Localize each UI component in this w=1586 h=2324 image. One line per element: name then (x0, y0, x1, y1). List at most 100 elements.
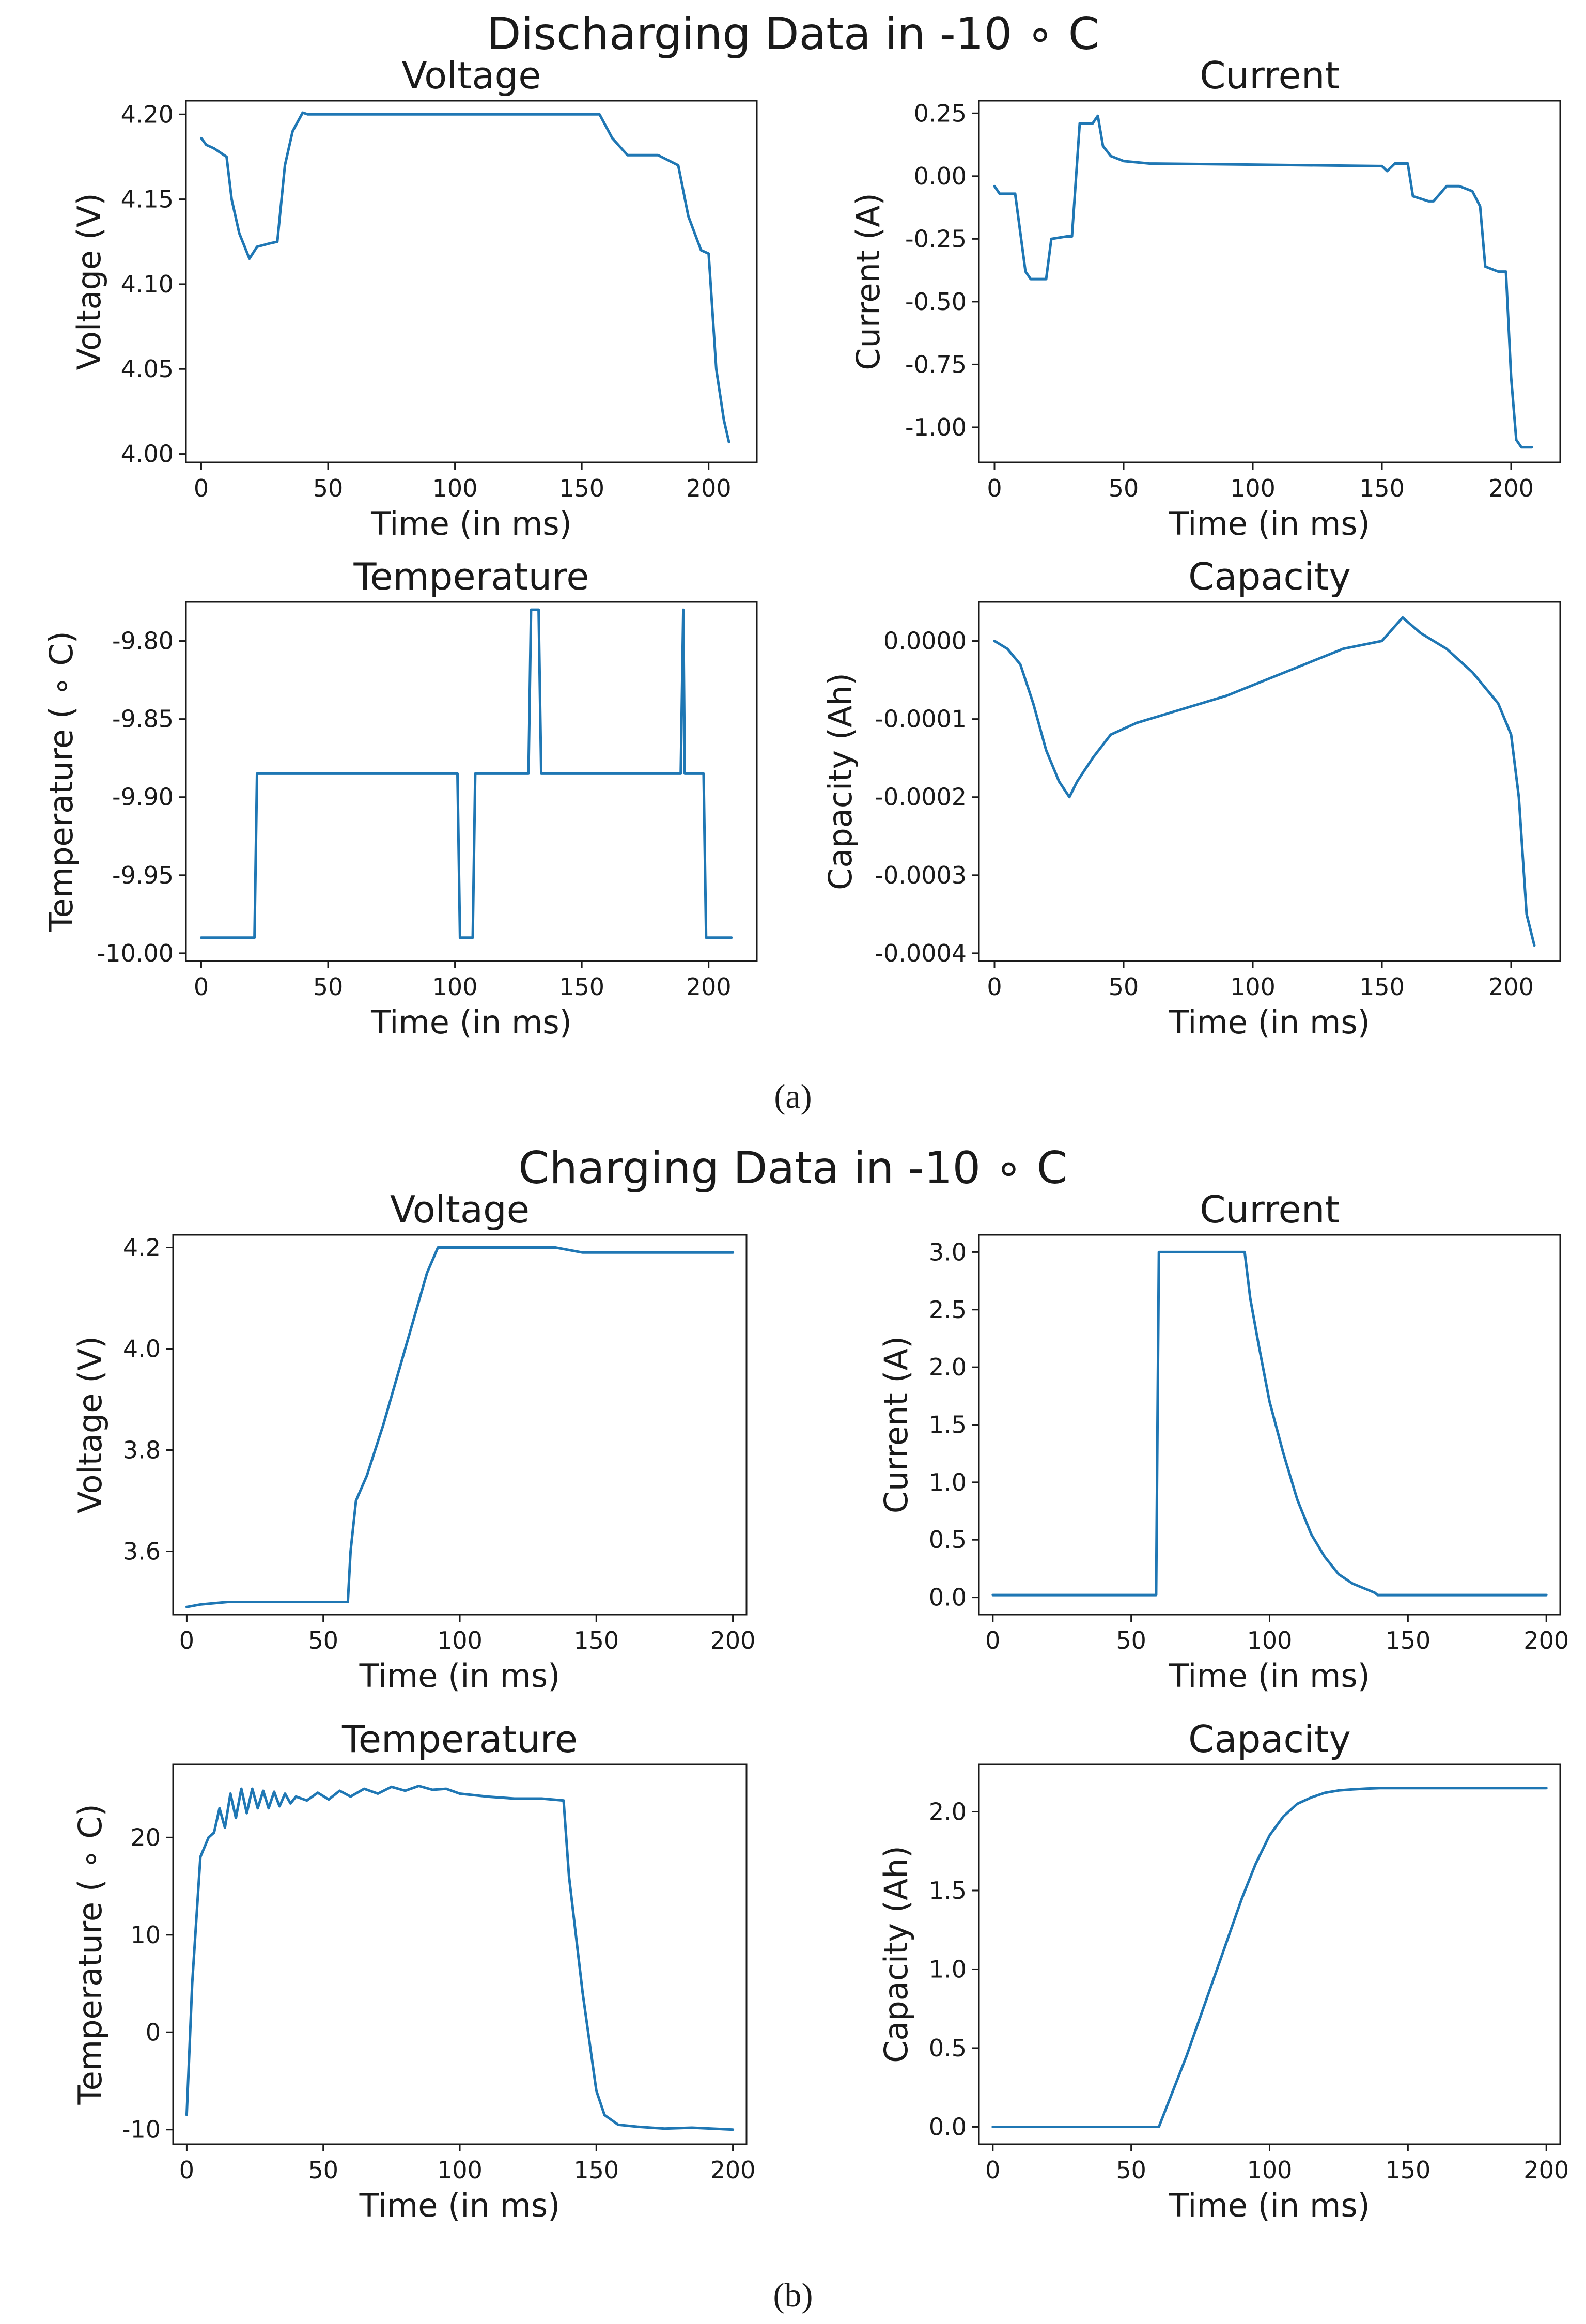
panel-b-current-plot-frame (978, 1234, 1561, 1616)
panel-b-voltage-xtick-label: 200 (710, 1626, 756, 1654)
panel-a-temperature-xtick-label: 150 (559, 973, 604, 1001)
panel-a-temperature-plot-frame (185, 601, 758, 962)
panel-b-current-xtick-label: 50 (1116, 1626, 1146, 1654)
panel-b-voltage-chart: Voltage 0 50 100 150 200 3.6 3.8 4.0 4.2 Time (in … (71, 1188, 755, 1695)
panel-a-voltage-xtick-label: 50 (313, 474, 344, 502)
panel-b-temperature-title: Temperature (341, 1717, 578, 1761)
panel-b-current-ytick-label: 3.0 (929, 1238, 967, 1266)
panel-b-current-ytick-label: 2.0 (929, 1353, 967, 1381)
panel-b-temperature-xtick-label: 100 (437, 2156, 483, 2184)
panel-a-voltage-xtick-label: 200 (686, 474, 732, 502)
panel-a-voltage-title: Voltage (401, 54, 541, 97)
panel-a-current-xtick-label: 0 (987, 474, 1002, 502)
panel-a-current-ytick-label: -0.25 (905, 225, 967, 253)
panel-b-voltage-ytick-label: 3.8 (123, 1436, 161, 1464)
panel-b-voltage-ytick-label: 4.0 (123, 1335, 161, 1363)
panel-b-voltage-ytick-label: 3.6 (123, 1538, 161, 1566)
panel-a-capacity-xtick-label: 200 (1488, 973, 1534, 1001)
panel-b-voltage-xtick-label: 50 (308, 1626, 338, 1654)
panel-a-voltage-ylabel: Voltage (V) (70, 193, 108, 370)
panel-a-capacity-ytick-label: -0.0002 (875, 783, 967, 811)
panel-a-current-xtick-label: 200 (1488, 474, 1534, 502)
panel-b-capacity-title: Capacity (1188, 1717, 1351, 1761)
panel-a-temperature-ytick-label: -9.85 (112, 705, 174, 733)
panel-b-temperature-chart: Temperature 0 50 100 150 200 -10 0 10 20 Time (in … (71, 1717, 755, 2224)
panel-b-capacity-xtick-label: 50 (1116, 2156, 1146, 2184)
panel-a-current-title: Current (1200, 54, 1339, 97)
panel-a-current-ytick-label: -0.75 (905, 350, 967, 378)
panel-a-voltage-series-line (200, 111, 730, 444)
panel-a-current-series-line (993, 114, 1533, 449)
panel-b-temperature-ytick-label: 10 (130, 1921, 161, 1949)
panel-b-capacity-ytick-label: 0.0 (929, 2113, 967, 2141)
panel-a-current-chart: Current 0 50 100 150 200 -1.00 -0.75 -0.50 -0.25 0… (849, 54, 1561, 543)
panel-b-capacity-ytick-label: 1.5 (929, 1877, 967, 1904)
panel-a-capacity-plot-frame (978, 601, 1561, 962)
panel-a-voltage-chart: Voltage 0 50 100 150 200 4.00 4.05 4.10 4.15 4.20 T… (70, 54, 758, 543)
panel-a-current-xtick-label: 100 (1230, 474, 1276, 502)
panel-b-temperature-xtick-label: 200 (710, 2156, 756, 2184)
panel-a-voltage-xlabel: Time (in ms) (370, 505, 572, 543)
panel-a-voltage-xtick-label: 150 (559, 474, 604, 502)
panel-a-capacity-ytick-label: -0.0003 (875, 861, 967, 889)
panel-a-capacity-xtick-label: 0 (987, 973, 1002, 1001)
panel-b-voltage-xtick-label: 0 (179, 1626, 194, 1654)
panel-b-capacity-xtick-label: 100 (1247, 2156, 1293, 2184)
panel-a-capacity-ytick-label: -0.0004 (875, 939, 967, 967)
panel-b-temperature-ytick-label: 0 (146, 2018, 161, 2046)
panel-a-voltage-xtick-label: 100 (432, 474, 478, 502)
panel-b-capacity-ytick-label: 0.5 (929, 2034, 967, 2062)
panel-a-voltage-xtick-label: 0 (194, 474, 209, 502)
panel-b-capacity-ytick-label: 1.0 (929, 1955, 967, 1983)
panel-b-voltage-xtick-label: 100 (437, 1626, 483, 1654)
panel-b-voltage-series-line (185, 1246, 735, 1608)
panel-b-capacity-ytick-label: 2.0 (929, 1798, 967, 1825)
panel-a-label: (a) (774, 1078, 812, 1115)
panel-a-current-ylabel: Current (A) (849, 193, 887, 370)
panel-b-capacity-xtick-label: 200 (1523, 2156, 1569, 2184)
panel-a-current-plot-frame (978, 100, 1561, 463)
panel-a-temperature-xtick-label: 100 (432, 973, 478, 1001)
panel-b-voltage-ylabel: Voltage (V) (71, 1336, 109, 1513)
panel-a-current-ytick-label: -1.00 (905, 413, 967, 441)
panel-a-current-xlabel: Time (in ms) (1169, 505, 1370, 543)
panel-a-voltage-plot-frame (185, 100, 758, 463)
panel-a-capacity-series-line (993, 616, 1536, 947)
panel-a-voltage-ytick-label: 4.05 (121, 355, 174, 383)
panel-b-temperature-series-line (185, 1785, 735, 2131)
panel-b-current-xlabel: Time (in ms) (1169, 1657, 1370, 1695)
panel-a-title: Discharging Data in -10 ∘ C (487, 8, 1099, 60)
panel-a-current-ytick-label: 0.00 (914, 162, 967, 190)
panel-b-capacity-plot-frame (978, 1763, 1561, 2145)
panel-b-current-xtick-label: 100 (1247, 1626, 1293, 1654)
panel-a-capacity-xtick-label: 50 (1109, 973, 1139, 1001)
panel-a-voltage-ytick-label: 4.20 (121, 100, 174, 128)
panel-a-capacity-ylabel: Capacity (Ah) (821, 673, 859, 890)
panel-b-capacity-xtick-label: 0 (985, 2156, 1000, 2184)
panel-b-capacity-ylabel: Capacity (Ah) (877, 1846, 915, 2063)
panel-b-temperature-ytick-label: -10 (122, 2116, 161, 2144)
panel-a-capacity-xlabel: Time (in ms) (1169, 1003, 1370, 1041)
panel-b-current-xtick-label: 150 (1385, 1626, 1430, 1654)
panel-b-temperature-xtick-label: 150 (573, 2156, 619, 2184)
panel-b-temperature-xtick-label: 0 (179, 2156, 194, 2184)
panel-a-capacity-title: Capacity (1188, 555, 1351, 598)
panel-a-capacity-xtick-label: 150 (1359, 973, 1405, 1001)
panel-a-temperature-xtick-label: 50 (313, 973, 344, 1001)
panel-a-current-ytick-label: -0.50 (905, 288, 967, 316)
panel-b-current-series-line (991, 1250, 1548, 1597)
panel-a-temperature-ytick-label: -9.90 (112, 783, 174, 811)
panel-a-temperature-series-line (200, 608, 733, 939)
panel-b-capacity-xlabel: Time (in ms) (1169, 2187, 1370, 2224)
panel-a-temperature-xtick-label: 200 (686, 973, 732, 1001)
panel-a-current-xtick-label: 150 (1359, 474, 1405, 502)
panel-a-voltage-ytick-label: 4.15 (121, 185, 174, 213)
panel-b-current-ytick-label: 1.0 (929, 1468, 967, 1496)
panel-a-temperature-ytick-label: -9.95 (112, 861, 174, 889)
panel-a-temperature-xlabel: Time (in ms) (370, 1003, 572, 1041)
panel-b-current-chart: Current 0 50 100 150 200 0.0 0.5 1.0 1.5 2.0 2.5 3.0… (877, 1188, 1569, 1695)
panel-a-capacity-ytick-label: 0.0000 (883, 627, 967, 655)
panel-a-temperature-title: Temperature (353, 555, 589, 598)
